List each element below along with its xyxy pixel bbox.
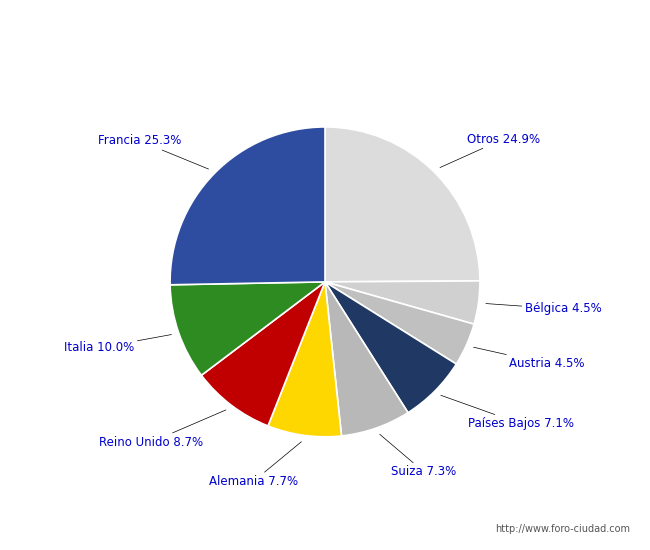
Text: Austria 4.5%: Austria 4.5% (474, 347, 584, 370)
Text: Alemania 7.7%: Alemania 7.7% (209, 442, 302, 488)
Text: Francia 25.3%: Francia 25.3% (98, 134, 209, 169)
Text: Países Bajos 7.1%: Países Bajos 7.1% (441, 395, 574, 430)
Wedge shape (325, 282, 408, 436)
Text: Italia 10.0%: Italia 10.0% (64, 334, 172, 354)
Text: Reino Unido 8.7%: Reino Unido 8.7% (99, 410, 226, 449)
Text: Bélgica 4.5%: Bélgica 4.5% (486, 302, 601, 316)
Wedge shape (325, 282, 456, 412)
Wedge shape (325, 281, 480, 324)
Text: Alcañiz - Turistas extranjeros según país - Abril de 2024: Alcañiz - Turistas extranjeros según paí… (121, 11, 529, 28)
Wedge shape (202, 282, 325, 426)
Text: Otros 24.9%: Otros 24.9% (440, 133, 540, 168)
Wedge shape (325, 282, 474, 364)
Wedge shape (170, 127, 325, 285)
Wedge shape (325, 127, 480, 282)
Text: http://www.foro-ciudad.com: http://www.foro-ciudad.com (495, 524, 630, 534)
Wedge shape (170, 282, 325, 375)
Text: Suiza 7.3%: Suiza 7.3% (380, 434, 457, 478)
Wedge shape (268, 282, 341, 437)
